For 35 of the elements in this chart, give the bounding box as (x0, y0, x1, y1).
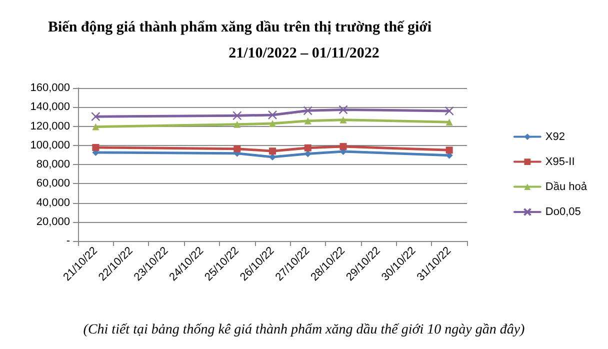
y-tick-label: 40,000 (36, 196, 70, 209)
point (91, 112, 100, 122)
point (269, 154, 276, 161)
point (234, 145, 241, 152)
point (304, 144, 312, 152)
point (304, 117, 312, 124)
y-tick-label: 20,000 (36, 216, 70, 228)
point (92, 123, 100, 130)
text: (Chi tiết tại bảng thống kê giá thành phẩm xăng dầu thế giới 10 ngày gần đây) (83, 322, 526, 338)
point (269, 148, 276, 155)
y-tick-label: 80,000 (36, 158, 70, 170)
y-tick-label: 160,000 (30, 82, 70, 94)
point (304, 150, 312, 158)
y-tick-label: - (66, 235, 70, 247)
y-tick-label: 140,000 (30, 101, 70, 114)
point (446, 146, 453, 154)
legend-label: Dầu hoả (545, 180, 588, 193)
point (340, 143, 347, 150)
chart-title: Biến động giá thành phẩm xăng dầu trên thị trường thế giới 21/10/2022 – 01/11/2022 (48, 20, 432, 62)
legend-label: X95-II (545, 156, 575, 168)
y-tick-label: 60,000 (36, 178, 70, 190)
legend-label: Do0,05 (545, 206, 581, 218)
point (234, 120, 241, 128)
point (269, 120, 276, 127)
y-tick-label: 120,000 (30, 120, 70, 132)
y-tick-label: 100,000 (30, 139, 70, 152)
point (232, 111, 242, 120)
point (268, 110, 278, 120)
legend-label: X92 (545, 130, 565, 143)
point (444, 106, 454, 116)
point (92, 144, 100, 151)
point (303, 106, 312, 116)
point (338, 105, 348, 114)
point (340, 116, 347, 124)
point (446, 118, 453, 126)
